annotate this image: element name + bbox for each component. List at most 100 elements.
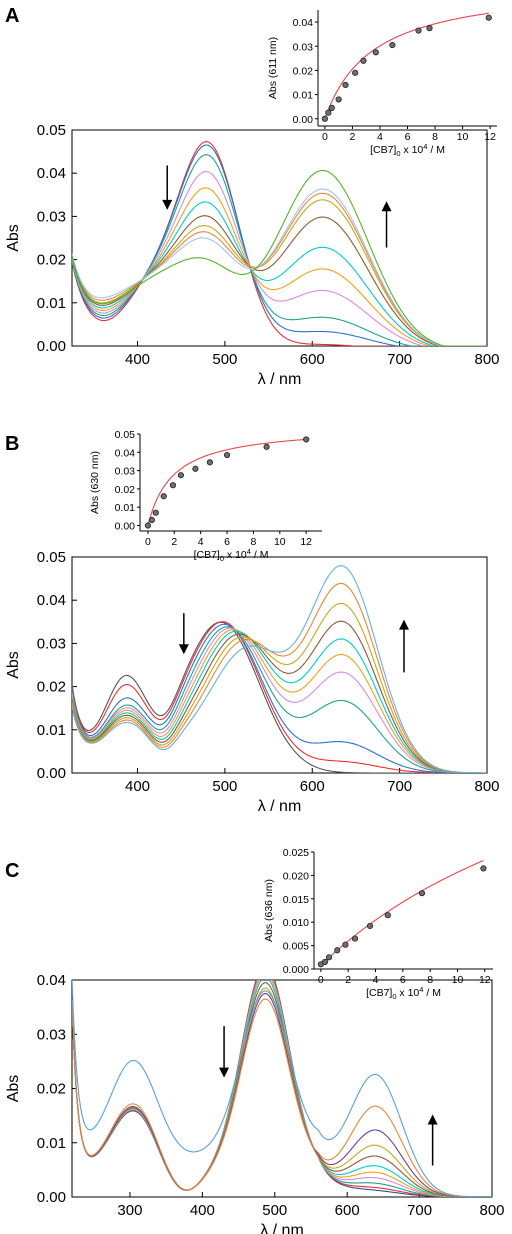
spectrum-line-8 <box>72 199 487 346</box>
y-tick-label: 0.02 <box>37 679 66 696</box>
y-tick-label: 0.04 <box>37 592 66 609</box>
inset-y-tick-label: 0.025 <box>283 847 309 859</box>
inset-data-point <box>144 522 152 529</box>
panel-letter: C <box>5 860 19 882</box>
inset-y-tick-label: 0.03 <box>115 466 136 478</box>
x-tick-label: 600 <box>300 351 325 368</box>
inset-data-point <box>485 14 492 21</box>
inset-x-tick-label: 12 <box>300 536 312 548</box>
inset-data-point <box>328 104 335 111</box>
spectrum-line-3 <box>72 154 487 346</box>
inset-y-axis-label: Abs (611 nm) <box>267 37 279 99</box>
panel-letter: A <box>5 5 19 27</box>
inset-x-tick-label: 10 <box>457 131 469 143</box>
spectrum-line-11 <box>72 565 487 773</box>
inset-data-point <box>335 96 342 103</box>
inset-data-point <box>342 941 349 948</box>
series-group <box>72 565 487 773</box>
spectrum-line-9 <box>72 192 487 346</box>
spectrum-line-4 <box>72 980 492 1197</box>
y-tick-label: 0.01 <box>37 1135 66 1152</box>
x-tick-label: 400 <box>190 1202 215 1219</box>
inset-data-point <box>206 459 213 466</box>
arrow-down-head <box>178 644 189 655</box>
inset-y-tick-label: 0.015 <box>283 894 309 906</box>
inset-x-tick-label: 8 <box>432 131 438 143</box>
inset-data-point <box>334 947 341 954</box>
inset-x-tick-label: 4 <box>198 536 204 548</box>
arrow-up-head <box>427 1114 438 1125</box>
inset-data-point <box>342 81 349 89</box>
inset-data-point <box>415 27 422 34</box>
arrow-down-head <box>162 199 173 210</box>
inset-y-tick-label: 0.01 <box>115 502 136 514</box>
series-group <box>72 980 492 1197</box>
inset-x-tick-label: 8 <box>250 536 256 548</box>
x-tick-label: 700 <box>387 351 412 368</box>
inset-x-tick-label: 0 <box>318 974 324 986</box>
spectrum-line-3 <box>72 980 492 1197</box>
inset-x-tick-label: 12 <box>484 131 496 143</box>
inset-data-point <box>223 451 231 459</box>
inset-x-tick-label: 6 <box>405 131 411 143</box>
y-tick-label: 0.00 <box>37 338 66 355</box>
inset-x-tick-label: 2 <box>171 536 177 548</box>
inset-x-axis-label-part: 4 <box>247 547 251 556</box>
series-group <box>72 141 487 346</box>
inset-data-point <box>148 516 155 524</box>
inset-y-axis-label: Abs (636 nm) <box>263 879 275 942</box>
inset-y-axis-label: Abs (630 nm) <box>89 451 101 514</box>
inset-x-tick-label: 2 <box>350 131 356 143</box>
y-tick-label: 0.00 <box>37 1189 66 1206</box>
inset-data-point <box>177 472 184 479</box>
spectrum-line-11 <box>72 980 492 1197</box>
inset-x-tick-label: 4 <box>373 974 379 986</box>
spectrum-line-1 <box>72 621 487 773</box>
x-tick-label: 600 <box>335 1202 360 1219</box>
y-tick-label: 0.00 <box>37 765 66 782</box>
inset-x-tick-label: 6 <box>400 974 406 986</box>
inset-data-point <box>352 69 359 76</box>
x-tick-label: 500 <box>212 778 237 795</box>
spectrum-line-7 <box>72 215 487 346</box>
spectrum-line-9 <box>72 602 487 773</box>
inset-x-axis-label-part: [CB7] <box>370 144 396 156</box>
inset-x-axis-label-part: x 10 <box>401 144 424 156</box>
x-axis-label: λ / nm <box>258 371 302 388</box>
inset-x-tick-label: 10 <box>452 974 464 986</box>
arrow-down-head <box>219 1067 230 1078</box>
inset-y-tick-label: 0.02 <box>293 65 314 77</box>
inset-y-tick-label: 0.010 <box>283 917 309 929</box>
inset-data-point <box>169 482 177 489</box>
y-tick-label: 0.02 <box>37 1081 66 1098</box>
inset-data-point <box>192 465 199 472</box>
y-axis-label: Abs <box>5 651 22 679</box>
y-tick-label: 0.04 <box>37 165 66 182</box>
inset-data-point <box>418 890 426 897</box>
inset-data-point <box>321 958 329 966</box>
inset-x-axis-label-part: 4 <box>423 142 427 151</box>
x-tick-label: 400 <box>125 351 150 368</box>
inset-y-tick-label: 0.01 <box>293 90 314 102</box>
spectrum-line-3 <box>72 623 487 773</box>
y-tick-label: 0.05 <box>37 122 66 139</box>
arrow-up-head <box>399 619 409 630</box>
plot-frame <box>71 556 488 774</box>
spectrum-line-5 <box>72 980 492 1197</box>
inset-x-axis-label-part: [CB7] <box>366 987 392 999</box>
inset-x-tick-label: 12 <box>479 974 491 986</box>
inset-x-tick-label: 10 <box>274 536 286 548</box>
inset-data-point <box>321 115 328 122</box>
x-tick-label: 800 <box>474 351 499 368</box>
inset-x-tick-label: 8 <box>427 974 433 986</box>
y-tick-label: 0.03 <box>37 208 66 225</box>
spectrum-line-5 <box>72 187 487 346</box>
y-tick-label: 0.05 <box>37 549 66 566</box>
inset-y-tick-label: 0.05 <box>115 429 136 441</box>
inset-data-point <box>426 25 433 32</box>
x-tick-label: 700 <box>387 778 412 795</box>
inset-data-point <box>389 41 396 49</box>
